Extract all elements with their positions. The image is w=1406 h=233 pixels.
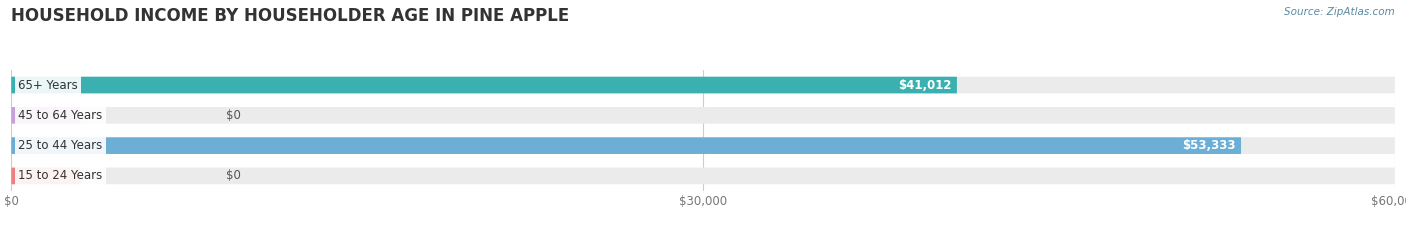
Text: $53,333: $53,333 [1182, 139, 1236, 152]
FancyBboxPatch shape [11, 137, 1395, 154]
Text: 15 to 24 Years: 15 to 24 Years [18, 169, 103, 182]
Text: $0: $0 [226, 169, 240, 182]
FancyBboxPatch shape [11, 77, 1395, 93]
FancyBboxPatch shape [11, 137, 1241, 154]
FancyBboxPatch shape [11, 107, 80, 124]
FancyBboxPatch shape [11, 168, 1395, 184]
Text: 25 to 44 Years: 25 to 44 Years [18, 139, 103, 152]
Text: 45 to 64 Years: 45 to 64 Years [18, 109, 103, 122]
Text: HOUSEHOLD INCOME BY HOUSEHOLDER AGE IN PINE APPLE: HOUSEHOLD INCOME BY HOUSEHOLDER AGE IN P… [11, 7, 569, 25]
FancyBboxPatch shape [11, 77, 957, 93]
Text: $0: $0 [226, 109, 240, 122]
Text: 65+ Years: 65+ Years [18, 79, 77, 92]
Text: $41,012: $41,012 [898, 79, 952, 92]
FancyBboxPatch shape [11, 107, 1395, 124]
Text: Source: ZipAtlas.com: Source: ZipAtlas.com [1284, 7, 1395, 17]
FancyBboxPatch shape [11, 168, 80, 184]
